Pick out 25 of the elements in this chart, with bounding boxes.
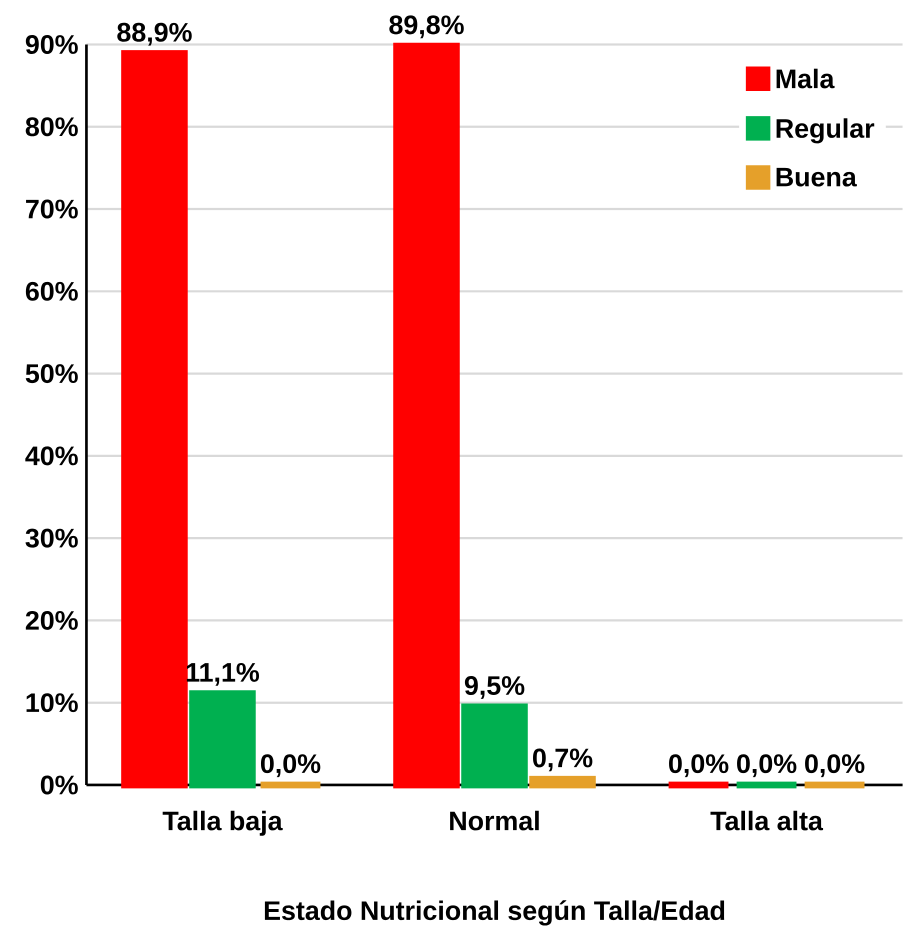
x-tick-label: Talla alta [710,810,823,830]
y-tick-label: 50% [26,364,78,384]
x-axis-title: Estado Nutricional según Talla/Edad [264,900,724,926]
y-tick-label: 10% [26,693,78,712]
y-tick-label: 20% [26,610,78,630]
y-tick-label: 40% [25,446,78,466]
y-tick-label: 80% [26,117,78,136]
y-tick-label: 60% [26,282,78,301]
y-tick-label: 90% [26,35,78,54]
x-tick-label: Normal [450,810,539,830]
x-tick-label: Talla baja [162,810,283,836]
data-label: 9,5% [464,676,524,699]
y-tick-label: 30% [25,528,78,548]
y-tick-label: 0% [40,775,78,794]
data-label: 0,0% [668,754,728,778]
data-label: 88,9% [117,22,192,46]
data-label: 0,0% [736,754,796,778]
legend-label: Mala [776,68,834,88]
legend-label: Buena [776,168,857,187]
data-label: 89,8% [389,15,464,38]
data-label: 0,7% [532,748,592,772]
y-tick-label: 70% [26,200,78,219]
data-label: 0,0% [260,754,320,778]
data-label: 0,0% [804,754,864,778]
legend-label: Regular [776,118,874,144]
